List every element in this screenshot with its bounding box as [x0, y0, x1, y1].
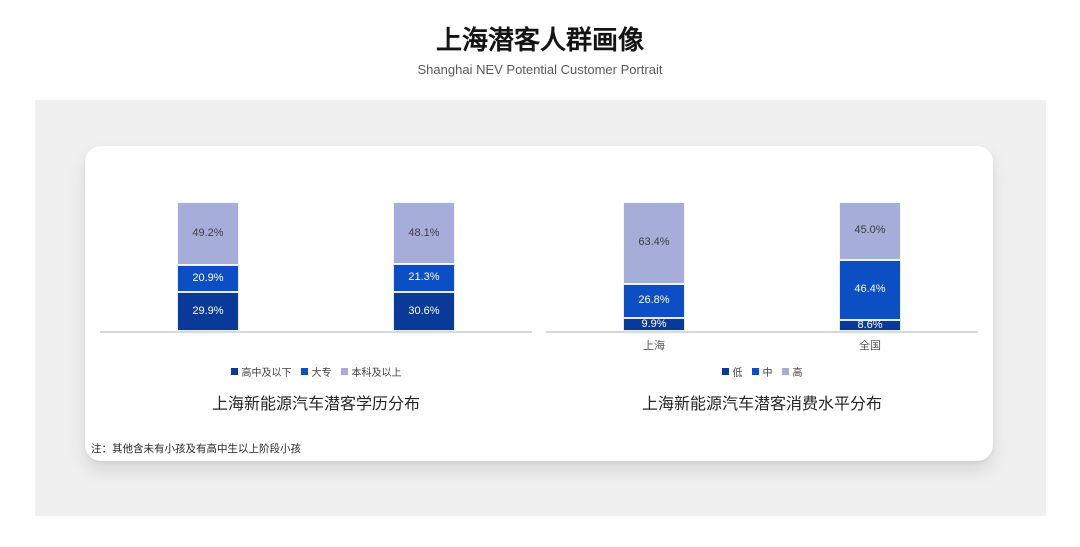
- bar-segment: 21.3%: [393, 264, 455, 292]
- legend-item: 本科及以上: [340, 364, 402, 379]
- legend-item: 高中及以下: [230, 364, 292, 379]
- stacked-bar: 49.2% 20.9% 29.9%: [177, 201, 239, 331]
- legend-swatch-icon: [781, 367, 789, 375]
- legend-item: 大专: [300, 364, 332, 379]
- bar-segment: 20.9%: [177, 265, 239, 293]
- legend: 低中高: [546, 364, 978, 379]
- legend-label: 低: [732, 367, 743, 379]
- legend-swatch-icon: [340, 367, 348, 375]
- legend-item: 高: [781, 364, 803, 379]
- category-axis: 上海 全国: [546, 333, 978, 352]
- category-label: [177, 337, 239, 351]
- category-label: 上海: [643, 340, 665, 352]
- legend-item: 低: [721, 364, 743, 379]
- legend: 高中及以下 大专 本科及以上: [100, 364, 532, 379]
- stacked-bar: 48.1% 21.3% 30.6%: [393, 202, 455, 331]
- consumption-level-chart: 63.4% 26.8% 9.9% 45.0% 46.4% 8.6% 上海 全国 低 中 高 上海…: [546, 146, 978, 414]
- bar-segment: 8.6%: [839, 319, 901, 331]
- legend-swatch-icon: [300, 367, 308, 375]
- bar-segment: 45.0%: [839, 201, 901, 261]
- bar-segment: 30.6%: [393, 291, 455, 331]
- legend-swatch-icon: [230, 367, 238, 375]
- page-title: 上海潜客人群画像: [435, 25, 644, 55]
- legend-swatch-icon: [751, 367, 759, 375]
- stacked-bar: 45.0% 46.4% 8.6%: [839, 201, 901, 331]
- bar-segment: 26.8%: [623, 283, 685, 319]
- content-panel: 49.2% 20.9% 29.9% 48.1% 21.3% 30.6% 高中及以下 大专 本科…: [35, 100, 1046, 516]
- legend-label: 中: [762, 367, 773, 379]
- bar-segment: 9.9%: [623, 318, 685, 331]
- chart-title: 上海新能源汽车潜客消费水平分布: [641, 396, 882, 413]
- chart-title: 上海新能源汽车潜客学历分布: [211, 396, 420, 413]
- chart-card: 49.2% 20.9% 29.9% 48.1% 21.3% 30.6% 高中及以下 大专 本科…: [85, 146, 993, 461]
- stacked-bar: 63.4% 26.8% 9.9%: [623, 201, 685, 331]
- bar-segment: 48.1%: [393, 202, 455, 264]
- plot-area: 49.2% 20.9% 29.9% 48.1% 21.3% 30.6%: [100, 201, 532, 333]
- legend-swatch-icon: [721, 367, 729, 375]
- category-label: 全国: [859, 340, 881, 352]
- category-label: [393, 337, 455, 351]
- bar-segment: 46.4%: [839, 260, 901, 320]
- legend-item: 中: [751, 364, 773, 379]
- bar-segment: 63.4%: [623, 201, 685, 284]
- legend-label: 高: [792, 367, 803, 379]
- page-subtitle: Shanghai NEV Potential Customer Portrait: [417, 62, 663, 78]
- education-distribution-chart: 49.2% 20.9% 29.9% 48.1% 21.3% 30.6% 高中及以下 大专 本科…: [100, 146, 532, 414]
- footnote: 注：其他含未有小孩及有高中生以上阶段小孩: [91, 443, 301, 455]
- legend-label: 本科及以上: [351, 367, 402, 379]
- legend-label: 大专: [311, 367, 332, 379]
- bar-segment: 49.2%: [177, 201, 239, 266]
- charts-row: 49.2% 20.9% 29.9% 48.1% 21.3% 30.6% 高中及以下 大专 本科…: [85, 146, 993, 414]
- plot-area: 63.4% 26.8% 9.9% 45.0% 46.4% 8.6%: [546, 201, 978, 333]
- legend-label: 高中及以下: [241, 367, 292, 379]
- header: 上海潜客人群画像 Shanghai NEV Potential Customer…: [0, 0, 1080, 77]
- category-axis: [100, 333, 532, 351]
- bar-segment: 29.9%: [177, 292, 239, 331]
